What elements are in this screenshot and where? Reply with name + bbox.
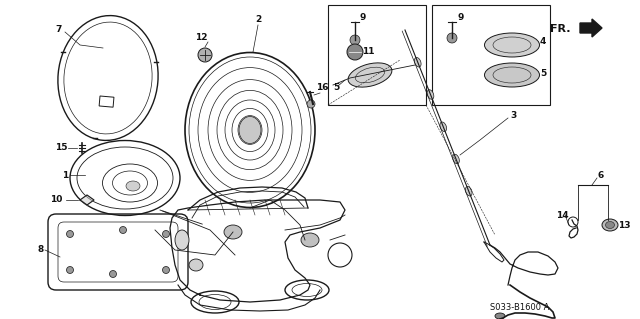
- Text: 8: 8: [38, 246, 44, 255]
- Ellipse shape: [301, 233, 319, 247]
- Text: 1: 1: [62, 170, 68, 180]
- Text: 13: 13: [618, 220, 630, 229]
- Text: 11: 11: [362, 48, 374, 56]
- Polygon shape: [580, 19, 602, 37]
- Bar: [328, 5, 426, 105]
- Circle shape: [307, 100, 315, 108]
- Text: 6: 6: [597, 170, 604, 180]
- Ellipse shape: [602, 219, 618, 231]
- Circle shape: [347, 44, 363, 60]
- Ellipse shape: [175, 230, 189, 250]
- Text: 15: 15: [55, 144, 67, 152]
- Circle shape: [120, 226, 127, 234]
- Ellipse shape: [605, 221, 614, 228]
- Ellipse shape: [224, 225, 242, 239]
- Ellipse shape: [126, 181, 140, 191]
- Circle shape: [198, 48, 212, 62]
- Circle shape: [67, 266, 74, 273]
- Ellipse shape: [189, 259, 203, 271]
- Circle shape: [163, 266, 170, 273]
- Text: 7: 7: [55, 26, 61, 34]
- Text: S033-B1600 A: S033-B1600 A: [490, 303, 549, 313]
- Circle shape: [163, 231, 170, 238]
- Ellipse shape: [484, 63, 540, 87]
- Ellipse shape: [415, 57, 421, 67]
- Circle shape: [350, 35, 360, 45]
- Text: 14: 14: [556, 211, 568, 219]
- Text: 3: 3: [510, 110, 516, 120]
- Circle shape: [67, 231, 74, 238]
- Text: 9: 9: [457, 13, 463, 23]
- Text: 9: 9: [360, 13, 366, 23]
- Text: 4: 4: [540, 38, 547, 47]
- Polygon shape: [80, 195, 94, 205]
- Ellipse shape: [484, 33, 540, 57]
- Text: 5: 5: [540, 69, 547, 78]
- Text: FR.: FR.: [550, 24, 570, 34]
- Bar: [99, 96, 114, 107]
- Ellipse shape: [465, 187, 472, 196]
- Circle shape: [109, 271, 116, 278]
- Ellipse shape: [348, 63, 392, 87]
- Text: 2: 2: [255, 16, 261, 25]
- Ellipse shape: [239, 116, 261, 144]
- Text: 12: 12: [195, 33, 207, 42]
- Ellipse shape: [427, 90, 434, 99]
- Ellipse shape: [452, 154, 460, 164]
- Text: 16: 16: [316, 84, 328, 93]
- Text: 10: 10: [50, 196, 62, 204]
- Circle shape: [447, 33, 457, 43]
- Ellipse shape: [440, 122, 447, 131]
- Bar: [432, 5, 550, 105]
- Ellipse shape: [495, 313, 505, 319]
- Text: 5: 5: [333, 84, 339, 93]
